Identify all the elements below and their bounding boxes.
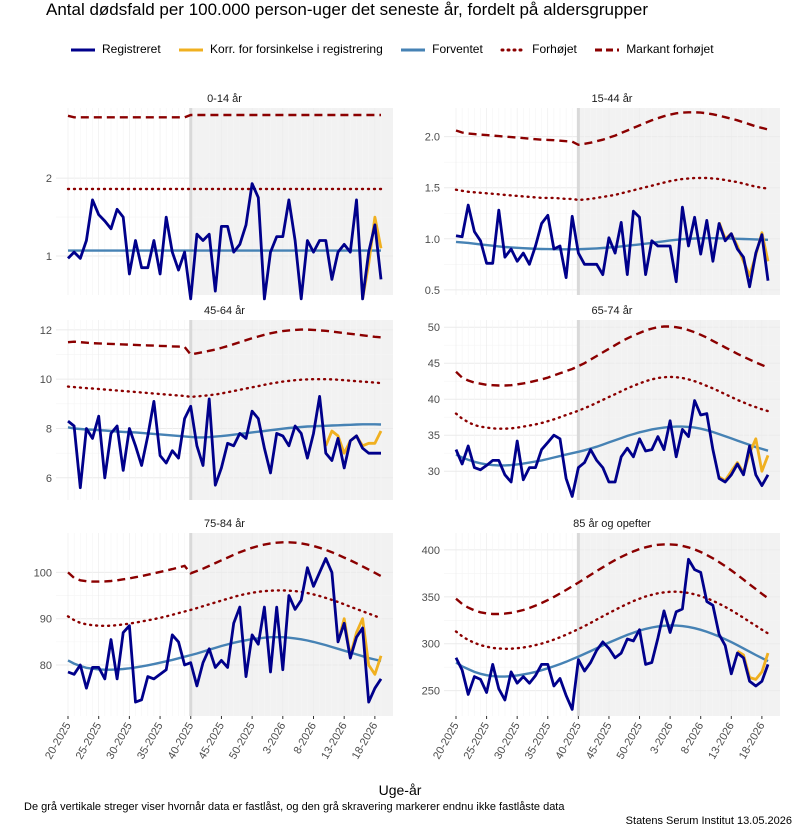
unfrozen-shading: [578, 533, 780, 716]
series-corrected: [736, 650, 770, 681]
x-tick-label: 40-2025: [166, 721, 197, 762]
x-tick-label: 35-2025: [523, 721, 554, 762]
series-expected: [455, 624, 769, 678]
series-registered: [67, 557, 383, 704]
x-tick-label: 35-2025: [135, 721, 166, 762]
series-expected: [67, 636, 382, 671]
y-tick-label: 350: [422, 592, 440, 604]
y-tick-label: 400: [422, 545, 440, 557]
legend-swatch-markedly: [595, 48, 620, 52]
x-tick-label: 40-2025: [553, 721, 584, 762]
y-tick-label: 0.5: [425, 285, 440, 297]
series-expected: [455, 425, 769, 467]
x-tick-label: 13-2026: [706, 721, 737, 762]
panel-title: 0-14 år: [207, 93, 242, 105]
y-tick-label: 100: [34, 567, 52, 579]
series-elevated: [454, 375, 770, 430]
panel-title: 45-64 år: [204, 305, 245, 317]
x-tick-label: 8-2026: [292, 721, 320, 757]
unfrozen-shading: [578, 108, 780, 295]
x-tick-label: 50-2025: [227, 721, 258, 762]
y-tick-label: 10: [40, 374, 52, 386]
y-tick-label: 90: [40, 614, 52, 626]
y-tick-label: 2.0: [425, 132, 440, 144]
panel-title: 85 år og opefter: [573, 518, 651, 530]
legend-item-registered: Registreret: [70, 42, 161, 56]
source-credit: Statens Serum Institut 13.05.2026: [625, 815, 792, 827]
legend-label-expected: Forventet: [432, 42, 483, 56]
series-registered: [454, 557, 770, 711]
unfrozen-shading: [578, 320, 780, 500]
legend-swatch-corrected: [179, 48, 204, 52]
series-markedly-elevated: [67, 328, 382, 356]
legend-swatch-registered: [71, 48, 95, 52]
series-elevated: [454, 176, 770, 202]
x-tick-label: 18-2026: [350, 721, 381, 762]
x-axis-title: Uge-år: [378, 782, 422, 798]
x-tick-label: 18-2026: [737, 721, 768, 762]
x-tick-label: 25-2025: [462, 721, 493, 762]
series-markedly-elevated: [67, 113, 381, 119]
x-tick-label: 3-2026: [261, 721, 289, 757]
legend-label-markedly: Markant forhøjet: [626, 42, 714, 56]
y-tick-label: 45: [428, 358, 440, 370]
y-tick-label: 250: [422, 686, 440, 698]
x-tick-label: 20-2025: [431, 721, 462, 762]
y-tick-label: 6: [46, 473, 52, 485]
x-tick-label: 30-2025: [104, 721, 135, 762]
x-tick-label: 8-2026: [679, 721, 707, 757]
series-elevated: [66, 589, 383, 628]
y-tick-label: 2: [46, 173, 52, 185]
x-tick-label: 3-2026: [648, 721, 676, 757]
chart-title: Antal dødsfald per 100.000 person-uger d…: [46, 0, 648, 19]
y-tick-label: 8: [46, 423, 52, 435]
x-tick-label: 50-2025: [615, 721, 646, 762]
footnote: De grå vertikale streger viser hvornår d…: [24, 801, 565, 813]
legend-swatch-elevated: [500, 48, 527, 52]
series-registered: [455, 203, 770, 289]
y-tick-label: 300: [422, 639, 440, 651]
series-markedly-elevated: [455, 111, 769, 147]
series-elevated: [66, 378, 383, 399]
y-tick-label: 80: [40, 660, 52, 672]
x-tick-label: 25-2025: [74, 721, 105, 762]
legend-label-elevated: Forhøjet: [532, 42, 577, 56]
series-expected: [67, 423, 382, 439]
series-elevated: [454, 590, 770, 651]
legend: Registreret Korr. for forsinkelse i regi…: [70, 42, 728, 56]
x-tick-label: 20-2025: [43, 721, 74, 762]
x-tick-label: 13-2026: [319, 721, 350, 762]
legend-item-corrected: Korr. for forsinkelse i registrering: [178, 42, 383, 56]
y-tick-label: 1: [46, 251, 52, 263]
unfrozen-shading: [190, 320, 393, 500]
legend-label-corrected: Korr. for forsinkelse i registrering: [210, 42, 383, 56]
legend-item-expected: Forventet: [400, 42, 483, 56]
x-tick-label: 45-2025: [196, 721, 227, 762]
series-markedly-elevated: [455, 543, 769, 616]
legend-swatch-expected: [401, 48, 426, 52]
y-tick-label: 40: [428, 394, 440, 406]
series-markedly-elevated: [67, 541, 382, 583]
y-tick-label: 50: [428, 322, 440, 334]
series-registered: [454, 399, 770, 498]
panel-title: 15-44 år: [592, 93, 633, 105]
legend-item-markedly: Markant forhøjet: [594, 42, 714, 56]
x-tick-label: 30-2025: [492, 721, 523, 762]
series-registered: [66, 182, 383, 301]
series-registered: [67, 395, 381, 490]
y-tick-label: 30: [428, 466, 440, 478]
x-tick-label: 45-2025: [584, 721, 615, 762]
panel-title: 75-84 år: [204, 518, 245, 530]
y-tick-label: 1.5: [425, 183, 440, 195]
legend-item-elevated: Forhøjet: [500, 42, 577, 56]
y-tick-label: 35: [428, 430, 440, 442]
y-tick-label: 1.0: [425, 234, 440, 246]
legend-label-registered: Registreret: [102, 42, 161, 56]
y-tick-label: 12: [40, 325, 52, 337]
series-markedly-elevated: [455, 325, 769, 387]
panel-title: 65-74 år: [592, 305, 633, 317]
